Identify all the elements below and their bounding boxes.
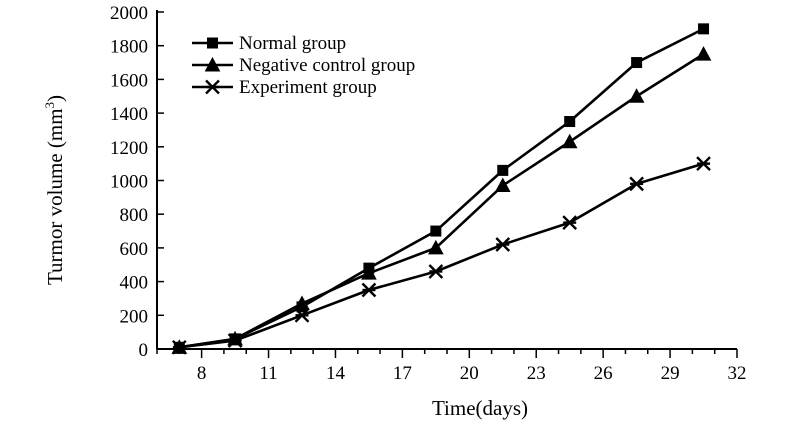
- y-axis-title-close: ): [43, 95, 67, 102]
- x-tick-label: 11: [259, 363, 277, 384]
- legend-marker: [205, 79, 220, 95]
- series-group: [171, 23, 712, 355]
- x-tick-label: 26: [594, 363, 613, 384]
- legend-label: Experiment group: [239, 77, 377, 98]
- y-tick-label: 1200: [110, 138, 148, 159]
- x-tick-label: 20: [460, 363, 479, 384]
- x-tick-label: 14: [326, 363, 346, 384]
- y-axis-title-superscript: 3: [42, 102, 57, 109]
- data-point: [695, 46, 712, 61]
- data-point: [294, 295, 310, 311]
- data-point: [428, 264, 444, 279]
- y-tick-label: 0: [139, 340, 149, 361]
- x-tick-label: 29: [661, 363, 680, 384]
- y-tick-label: 800: [120, 205, 149, 226]
- data-point: [361, 265, 377, 280]
- legend-marker: [204, 56, 221, 72]
- x-tick-label: 8: [197, 363, 207, 384]
- data-point: [361, 282, 377, 298]
- legend-entry: Normal group: [192, 33, 346, 54]
- y-tick-label: 600: [120, 239, 149, 260]
- series-line: [179, 53, 705, 349]
- legend-entry: Experiment group: [192, 77, 377, 98]
- y-axis-title-main: Turmor volume (mm: [43, 108, 67, 285]
- y-tick-label: 1600: [110, 70, 148, 91]
- data-point: [561, 133, 578, 149]
- x-axis-title: Time(days): [432, 396, 528, 420]
- legend-label: Negative control group: [239, 55, 415, 76]
- x-tick-label: 17: [393, 363, 412, 384]
- data-point: [430, 225, 442, 237]
- y-tick-label: 2000: [110, 3, 148, 24]
- data-point: [629, 176, 644, 192]
- data-point: [497, 164, 509, 176]
- data-point: [562, 215, 578, 230]
- data-point: [495, 237, 511, 252]
- data-point: [294, 307, 310, 323]
- series-line: [179, 162, 704, 349]
- y-axis-title: Turmor volume (mm3): [42, 95, 67, 285]
- y-tick-label: 400: [120, 273, 149, 294]
- x-tick-label: 32: [728, 363, 747, 384]
- legend-marker: [207, 37, 218, 49]
- data-point: [628, 88, 645, 103]
- axes: 0 200 400 600 800 1000 1200 1400 1600 1800 2000 8 11…: [110, 3, 747, 384]
- series-star: [171, 156, 711, 355]
- legend-label: Normal group: [239, 33, 346, 54]
- data-point: [227, 333, 243, 348]
- y-tick-label: 200: [120, 306, 149, 327]
- y-tick-label: 1000: [110, 172, 148, 193]
- data-point: [631, 57, 643, 69]
- data-point: [171, 339, 187, 355]
- x-tick-label: 23: [527, 363, 546, 384]
- data-point: [698, 23, 710, 35]
- y-tick-label: 1400: [110, 104, 148, 125]
- y-tick-label: 1800: [110, 37, 148, 58]
- data-point: [564, 116, 576, 128]
- data-point: [428, 239, 444, 255]
- data-point: [494, 177, 511, 193]
- legend-entry: Negative control group: [192, 55, 415, 76]
- data-point: [696, 156, 711, 171]
